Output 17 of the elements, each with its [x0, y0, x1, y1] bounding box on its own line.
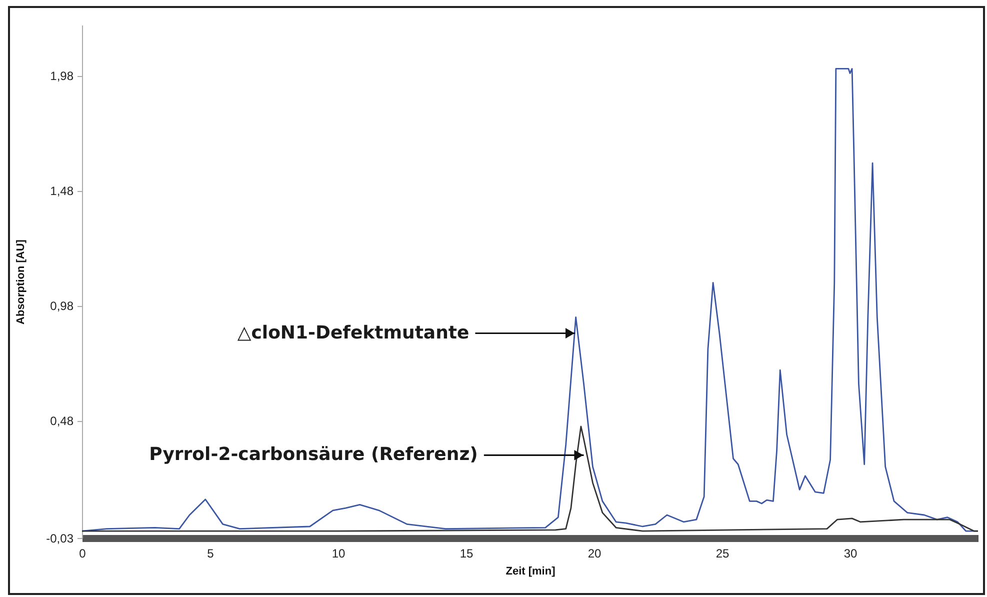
x-tick-label: 30 [844, 546, 858, 560]
annotation: △cloN1-Defektmutante [237, 322, 470, 344]
x-tick-label: 5 [207, 546, 214, 560]
x-tick-label: 20 [588, 546, 602, 560]
x-tick-label: 25 [716, 546, 730, 560]
x-tick-label: 15 [460, 546, 474, 560]
y-tick-label: 1,98 [50, 69, 74, 84]
y-tick-label: 1,48 [50, 184, 74, 198]
y-axis-title: Absorption [AU] [15, 239, 28, 324]
annotation: Pyrrol-2-carbonsäure (Referenz) [149, 444, 478, 466]
y-tick-label: 0,98 [50, 299, 74, 314]
x-axis-title: Zeit [min] [506, 566, 556, 578]
y-tick-label: 0,48 [50, 414, 74, 428]
x-tick-label: 0 [79, 546, 86, 560]
y-tick-label: -0,03 [46, 532, 74, 546]
x-tick-label: 10 [332, 546, 346, 560]
line-series [82, 426, 978, 532]
